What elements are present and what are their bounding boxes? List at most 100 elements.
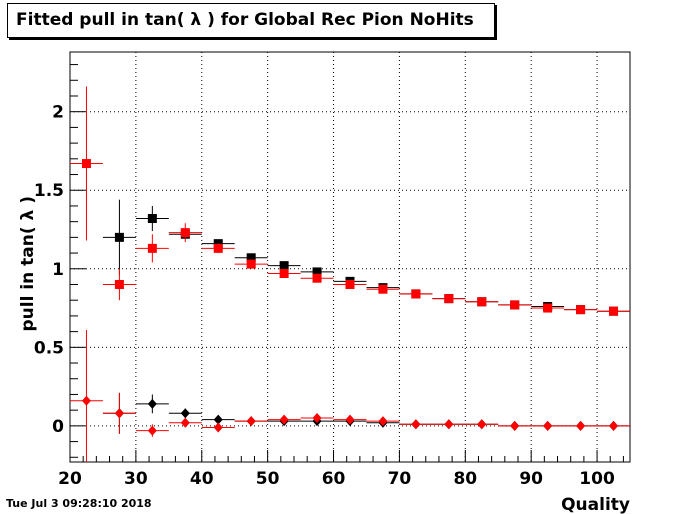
x-tick-label-7: 90 xyxy=(519,469,543,489)
diamond-marker xyxy=(246,416,256,427)
y-tick-label-3: 1.5 xyxy=(34,181,64,201)
series-3-point-16 xyxy=(597,420,630,431)
series-1-point-1 xyxy=(102,268,136,301)
series-1-point-2 xyxy=(135,234,169,263)
diamond-marker xyxy=(147,398,157,409)
series-3-point-1 xyxy=(102,392,136,434)
square-marker xyxy=(246,253,256,263)
series-3-point-8 xyxy=(333,414,367,425)
series-0-point-6 xyxy=(300,267,334,277)
series-3-point-3 xyxy=(168,417,202,428)
square-marker xyxy=(114,232,124,242)
diamond-marker xyxy=(114,408,124,419)
diamond-marker xyxy=(609,420,619,431)
diamond-marker xyxy=(213,414,223,425)
series-1-point-4 xyxy=(201,243,235,254)
square-marker xyxy=(576,305,586,315)
series-3-point-11 xyxy=(432,419,466,430)
square-marker xyxy=(345,279,355,289)
x-axis-title: Quality xyxy=(561,495,630,514)
diamond-marker xyxy=(180,417,190,428)
diamond-marker xyxy=(345,414,355,425)
series-1-point-11 xyxy=(432,294,466,304)
series-1-point-15 xyxy=(564,305,598,315)
diamond-marker xyxy=(510,420,520,431)
square-marker xyxy=(180,228,190,238)
square-marker xyxy=(246,259,256,269)
square-marker xyxy=(411,289,421,299)
diamond-marker xyxy=(81,395,91,406)
series-3-point-7 xyxy=(300,413,334,424)
y-tick-label-4: 2 xyxy=(52,103,64,123)
x-tick-label-2: 40 xyxy=(190,469,214,489)
diamond-marker xyxy=(543,420,553,431)
x-tick-label-1: 30 xyxy=(124,469,148,489)
x-tick-label-5: 70 xyxy=(388,469,412,489)
square-marker xyxy=(279,261,289,271)
diamond-marker xyxy=(147,425,157,436)
square-marker xyxy=(279,268,289,278)
series-0-point-1 xyxy=(135,205,169,232)
chart-title-box: Fitted pull in tan( λ ) for Global Rec P… xyxy=(7,3,495,38)
square-marker xyxy=(147,243,157,253)
series-1-point-6 xyxy=(267,268,301,278)
series-3-point-0 xyxy=(70,330,103,462)
square-marker xyxy=(444,294,454,304)
chart-title: Fitted pull in tan( λ ) for Global Rec P… xyxy=(16,10,474,30)
series-1-point-7 xyxy=(300,273,334,283)
series-1-point-8 xyxy=(333,279,367,289)
diamond-marker xyxy=(576,420,586,431)
series-3-point-12 xyxy=(465,419,499,430)
series-1-point-10 xyxy=(399,289,433,299)
square-marker xyxy=(114,279,124,289)
y-axis-title: pull in tan( λ ) xyxy=(18,196,38,332)
diamond-marker xyxy=(477,419,487,430)
axis-ticks xyxy=(69,64,624,462)
series-3-point-6 xyxy=(267,414,301,425)
series-1-point-0 xyxy=(70,86,103,241)
diamond-marker xyxy=(312,413,322,424)
plot-frame xyxy=(69,51,631,463)
diamond-marker xyxy=(444,419,454,430)
y-tick-label-2: 1 xyxy=(52,260,64,280)
x-tick-label-4: 60 xyxy=(322,469,346,489)
timestamp-label: Tue Jul 3 09:28:10 2018 xyxy=(6,497,152,510)
series-0-point-0 xyxy=(102,199,136,276)
square-marker xyxy=(378,284,388,294)
square-marker xyxy=(609,306,619,316)
series-3-point-14 xyxy=(531,420,565,431)
diamond-marker xyxy=(180,408,190,419)
diamond-marker xyxy=(411,419,421,430)
square-marker xyxy=(477,297,487,307)
square-marker xyxy=(81,159,91,169)
series-3-point-2 xyxy=(135,424,169,437)
series-0-point-5 xyxy=(267,261,301,271)
square-marker xyxy=(543,303,553,313)
x-tick-label-8: 100 xyxy=(579,469,615,489)
diamond-marker xyxy=(213,422,223,433)
series-1-point-5 xyxy=(234,259,268,269)
series-1-point-3 xyxy=(168,223,202,243)
series-1-point-13 xyxy=(498,300,532,310)
series-3-point-5 xyxy=(234,416,268,427)
series-3-point-4 xyxy=(201,422,235,433)
y-tick-label-0: 0 xyxy=(52,417,64,437)
series-1-point-16 xyxy=(597,306,630,316)
series-3-point-13 xyxy=(498,420,532,431)
square-marker xyxy=(312,267,322,277)
x-tick-label-3: 50 xyxy=(256,469,280,489)
series-1-point-12 xyxy=(465,297,499,307)
series-3-point-15 xyxy=(564,420,598,431)
x-tick-label-6: 80 xyxy=(453,469,477,489)
series-3-point-9 xyxy=(366,416,400,427)
square-marker xyxy=(510,300,520,310)
series-1-point-14 xyxy=(531,303,565,313)
square-marker xyxy=(147,214,157,224)
series-2-point-3 xyxy=(201,414,235,425)
series-1-point-9 xyxy=(366,284,400,294)
square-marker xyxy=(213,243,223,253)
square-marker xyxy=(312,273,322,283)
series-2-point-2 xyxy=(168,408,202,419)
x-tick-label-0: 20 xyxy=(58,469,82,489)
